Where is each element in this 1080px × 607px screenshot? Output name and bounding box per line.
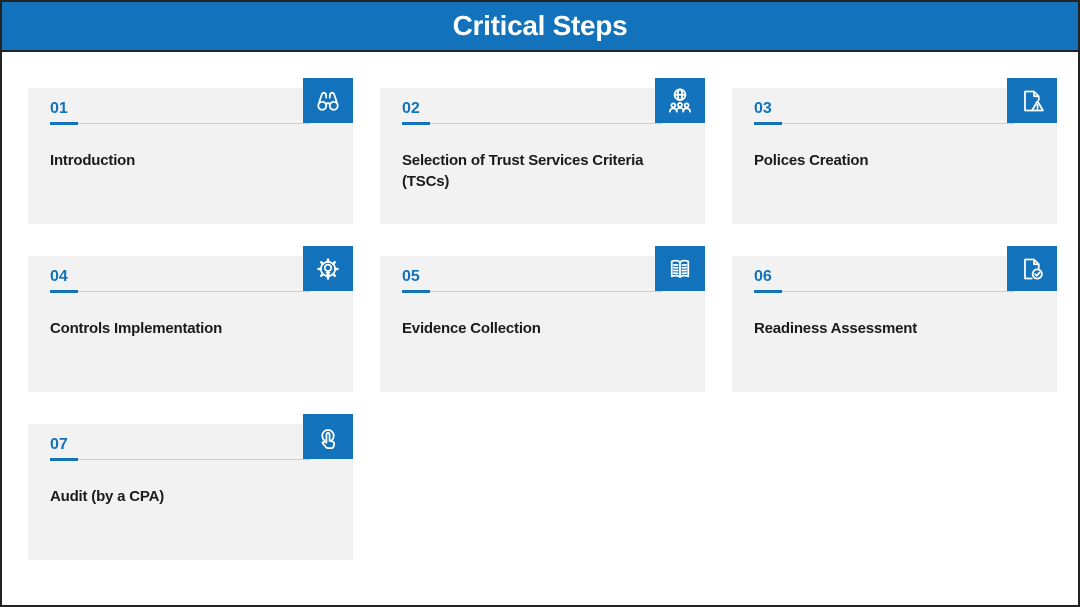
step-label: Readiness Assessment [754,320,918,337]
divider [50,290,310,293]
step-card-01: 01 Introduction [28,78,353,224]
tap-click-icon [303,414,353,459]
step-number: 05 [402,268,420,285]
document-check-icon [1007,246,1057,291]
step-card-07: 07 Audit (by a CPA) [28,414,353,560]
step-label: Controls Implementation [50,320,223,337]
document-warning-icon [1007,78,1057,123]
step-card-02: 02 Selection of Trust Services Criteria … [380,78,705,224]
step-card-03: 03 Polices Creation [732,78,1057,224]
step-label: Introduction [50,152,136,169]
gear-idea-icon [303,246,353,291]
step-number: 01 [50,100,68,117]
divider [754,290,1014,293]
step-number: 03 [754,100,772,117]
divider [50,122,310,125]
open-book-icon [655,246,705,291]
page-title: Critical Steps [452,10,628,41]
title-bar: Critical Steps [2,2,1078,52]
globe-team-icon [655,78,705,123]
binoculars-icon [303,78,353,123]
step-card-04: 04 Controls Implementation [28,246,353,392]
step-number: 06 [754,268,772,285]
step-label: Evidence Collection [402,320,541,337]
step-label: Selection of Trust Services Criteria (TS… [402,152,644,191]
step-card-05: 05 Evidence Collection [380,246,705,392]
step-number: 02 [402,100,420,117]
divider [402,290,662,293]
step-number: 04 [50,268,68,285]
divider [754,122,1014,125]
divider [402,122,662,125]
steps-grid: 01 Introduction [2,52,1078,560]
step-label: Audit (by a CPA) [50,488,165,505]
step-number: 07 [50,436,68,453]
divider [50,458,310,461]
step-label: Polices Creation [754,152,869,169]
step-card-06: 06 Readiness Assessment [732,246,1057,392]
